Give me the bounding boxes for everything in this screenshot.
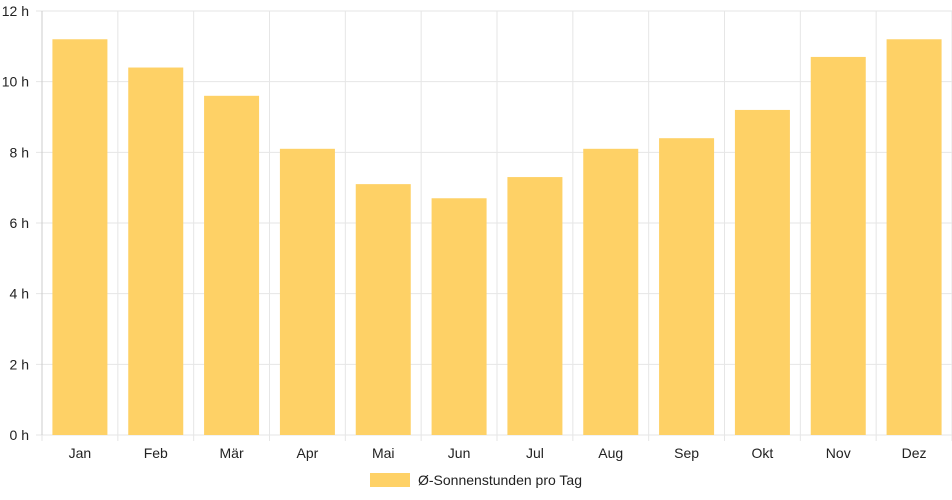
legend-label: Ø-Sonnenstunden pro Tag bbox=[418, 472, 582, 488]
y-tick-label: 6 h bbox=[10, 215, 29, 231]
y-tick-label: 10 h bbox=[2, 74, 29, 90]
bar-mai[interactable] bbox=[355, 184, 411, 435]
legend[interactable]: Ø-Sonnenstunden pro Tag bbox=[370, 472, 582, 488]
bar-okt[interactable] bbox=[734, 109, 790, 435]
legend-swatch bbox=[370, 473, 410, 487]
x-tick-label: Dez bbox=[902, 445, 927, 461]
bar-mär[interactable] bbox=[204, 95, 260, 436]
y-tick-label: 2 h bbox=[10, 356, 29, 372]
grid bbox=[36, 10, 952, 441]
y-tick-label: 12 h bbox=[2, 3, 29, 19]
y-tick-label: 4 h bbox=[10, 286, 29, 302]
bar-dez[interactable] bbox=[886, 39, 942, 436]
bar-jul[interactable] bbox=[507, 177, 563, 436]
bar-apr[interactable] bbox=[279, 148, 335, 436]
x-tick-label: Jun bbox=[448, 445, 471, 461]
bar-jan[interactable] bbox=[52, 39, 108, 436]
x-tick-label: Jul bbox=[526, 445, 544, 461]
x-tick-label: Feb bbox=[144, 445, 168, 461]
y-tick-label: 0 h bbox=[10, 427, 29, 443]
x-tick-label: Mai bbox=[372, 445, 395, 461]
x-tick-label: Jan bbox=[69, 445, 92, 461]
axes: 0 h 2 h 4 h 6 h 8 h 10 h 12 h Jan Feb Mär Apr Mai Ju… bbox=[2, 3, 927, 461]
bar-jun[interactable] bbox=[431, 198, 487, 435]
x-tick-label: Sep bbox=[674, 445, 699, 461]
x-tick-label: Okt bbox=[752, 445, 774, 461]
bar-feb[interactable] bbox=[128, 67, 184, 436]
x-tick-label: Aug bbox=[598, 445, 623, 461]
bar-nov[interactable] bbox=[810, 56, 866, 435]
x-tick-label: Nov bbox=[826, 445, 851, 461]
bar-chart: 0 h 2 h 4 h 6 h 8 h 10 h 12 h Jan Feb Mär Apr Mai Ju… bbox=[2, 3, 952, 461]
y-tick-label: 8 h bbox=[10, 144, 29, 160]
bar-sep[interactable] bbox=[659, 138, 715, 435]
x-tick-label: Mär bbox=[220, 445, 244, 461]
bars bbox=[52, 39, 942, 436]
x-tick-label: Apr bbox=[297, 445, 319, 461]
bar-aug[interactable] bbox=[583, 148, 639, 436]
